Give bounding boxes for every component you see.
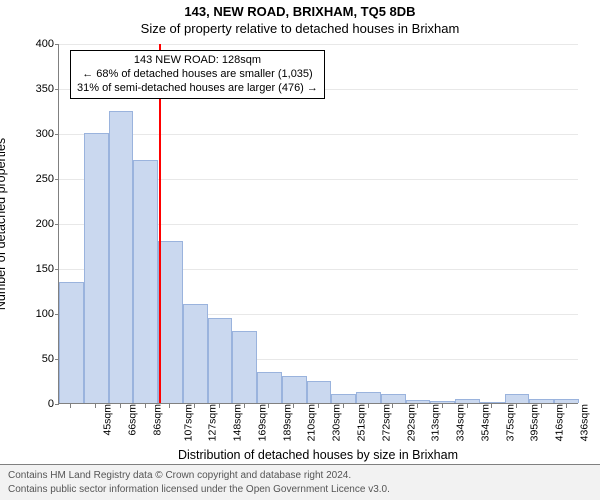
histogram-bar <box>307 381 332 404</box>
y-tick-label: 0 <box>0 398 54 410</box>
x-tick-label: 251sqm <box>355 404 367 441</box>
x-tick-label: 148sqm <box>232 404 244 441</box>
histogram-bar <box>282 376 307 403</box>
x-tick-label: 334sqm <box>454 404 466 441</box>
y-tick-label: 100 <box>0 308 54 320</box>
histogram-bar <box>232 331 257 403</box>
histogram-bar <box>529 399 554 404</box>
x-tick-mark <box>145 404 146 408</box>
histogram-bar <box>455 399 480 404</box>
footer-line-1: Contains HM Land Registry data © Crown c… <box>8 469 592 483</box>
x-tick-label: 210sqm <box>306 404 318 441</box>
x-tick-label: 230sqm <box>331 404 343 441</box>
x-tick-label: 313sqm <box>430 404 442 441</box>
x-tick-mark <box>417 404 418 408</box>
y-tick-label: 300 <box>0 128 54 140</box>
x-tick-label: 436sqm <box>578 404 590 441</box>
histogram-bar <box>505 394 530 403</box>
histogram-bar <box>84 133 109 403</box>
x-axis-label: Distribution of detached houses by size … <box>58 448 578 462</box>
histogram-bar <box>183 304 208 403</box>
x-tick-mark <box>244 404 245 408</box>
x-tick-label: 86sqm <box>151 404 163 436</box>
annotation-line-3: 31% of semi-detached houses are larger (… <box>77 82 318 96</box>
x-tick-label: 375sqm <box>504 404 516 441</box>
footer-attribution: Contains HM Land Registry data © Crown c… <box>0 464 600 500</box>
annotation-line-2: ← 68% of detached houses are smaller (1,… <box>77 68 318 82</box>
x-tick-mark <box>219 404 220 408</box>
y-axis-ticks: 050100150200250300350400 <box>0 44 54 404</box>
histogram-bar <box>480 402 505 403</box>
x-tick-mark <box>368 404 369 408</box>
annotation-box: 143 NEW ROAD: 128sqm← 68% of detached ho… <box>70 50 325 99</box>
x-tick-mark <box>541 404 542 408</box>
y-tick-label: 350 <box>0 83 54 95</box>
x-tick-label: 127sqm <box>207 404 219 441</box>
x-tick-mark <box>318 404 319 408</box>
x-tick-mark <box>442 404 443 408</box>
x-tick-mark <box>70 404 71 408</box>
x-tick-mark <box>392 404 393 408</box>
x-tick-mark <box>467 404 468 408</box>
x-tick-mark <box>343 404 344 408</box>
x-tick-label: 272sqm <box>380 404 392 441</box>
footer-line-2: Contains public sector information licen… <box>8 483 592 497</box>
histogram-bar <box>406 400 431 403</box>
x-tick-mark <box>120 404 121 408</box>
x-axis-ticks: 45sqm 66sqm 86sqm 107sqm 127sqm 148sqm 169sqm 1… <box>58 404 578 454</box>
gridline <box>59 134 578 135</box>
x-tick-label: 416sqm <box>553 404 565 441</box>
histogram-bar <box>133 160 158 403</box>
annotation-line-1: 143 NEW ROAD: 128sqm <box>77 54 318 68</box>
chart-title-main: 143, NEW ROAD, BRIXHAM, TQ5 8DB <box>0 0 600 19</box>
histogram-bar <box>554 399 579 403</box>
x-tick-mark <box>491 404 492 408</box>
y-tick-label: 400 <box>0 38 54 50</box>
x-tick-label: 395sqm <box>529 404 541 441</box>
histogram-bar <box>109 111 134 404</box>
histogram-bar <box>257 372 282 404</box>
histogram-bar <box>331 394 356 403</box>
x-tick-mark <box>566 404 567 408</box>
y-tick-label: 250 <box>0 173 54 185</box>
y-tick-label: 200 <box>0 218 54 230</box>
x-tick-label: 189sqm <box>281 404 293 441</box>
x-tick-mark <box>516 404 517 408</box>
x-tick-label: 66sqm <box>127 404 139 436</box>
chart-title-sub: Size of property relative to detached ho… <box>0 19 600 36</box>
histogram-bar <box>356 392 381 403</box>
x-tick-mark <box>194 404 195 408</box>
x-tick-label: 107sqm <box>182 404 194 441</box>
x-tick-label: 292sqm <box>405 404 417 441</box>
histogram-bar <box>208 318 233 404</box>
x-tick-mark <box>169 404 170 408</box>
histogram-bar <box>158 241 183 403</box>
x-tick-label: 169sqm <box>256 404 268 441</box>
histogram-bar <box>381 394 406 403</box>
x-tick-mark <box>95 404 96 408</box>
histogram-bar <box>59 282 84 404</box>
histogram-bar <box>430 401 455 403</box>
x-tick-label: 354sqm <box>479 404 491 441</box>
gridline <box>59 44 578 45</box>
x-tick-mark <box>268 404 269 408</box>
y-tick-label: 50 <box>0 353 54 365</box>
x-tick-mark <box>293 404 294 408</box>
x-tick-label: 45sqm <box>102 404 114 436</box>
y-tick-label: 150 <box>0 263 54 275</box>
